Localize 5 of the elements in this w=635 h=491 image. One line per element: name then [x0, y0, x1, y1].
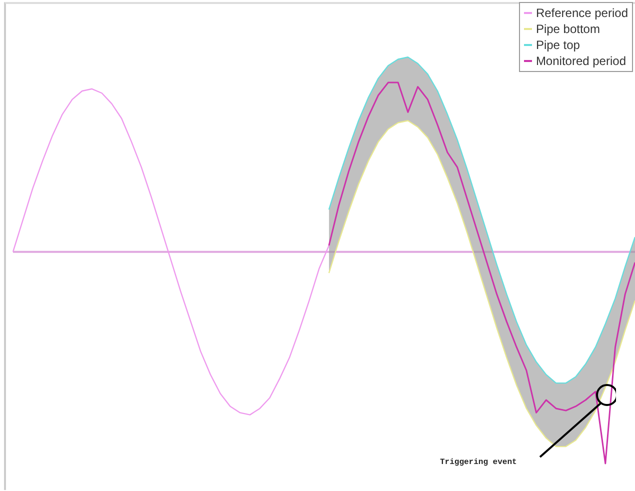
- legend-label: Monitored period: [536, 53, 626, 69]
- legend-label: Pipe top: [536, 37, 580, 53]
- legend-label: Pipe bottom: [536, 21, 600, 37]
- legend-label: Reference period: [536, 5, 628, 21]
- annotation: Triggering event: [440, 458, 517, 467]
